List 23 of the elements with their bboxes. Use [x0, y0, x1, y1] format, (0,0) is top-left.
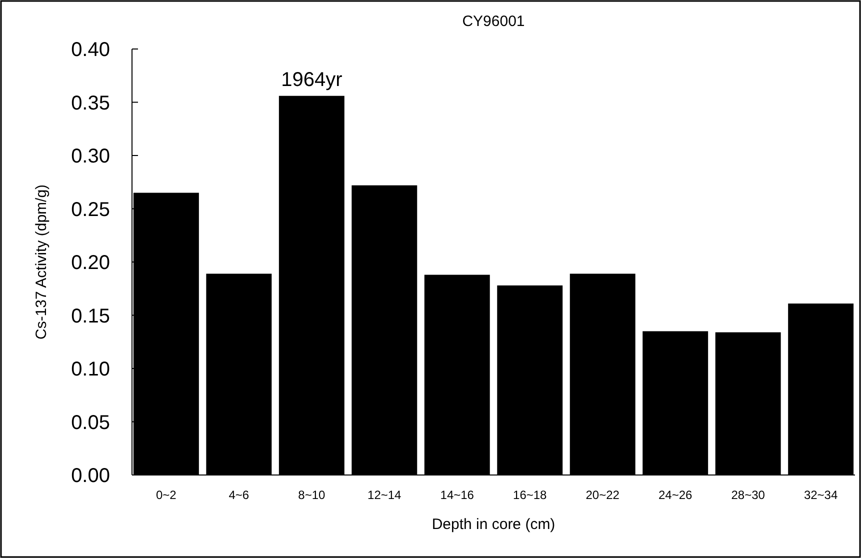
x-axis-title: Depth in core (cm)	[432, 516, 556, 533]
x-tick-label: 4~6	[228, 488, 250, 502]
x-tick-label: 32~34	[804, 488, 838, 502]
x-tick-label: 0~2	[156, 488, 177, 502]
chart-title: CY96001	[462, 13, 525, 30]
x-tick-label: 24~26	[658, 488, 693, 502]
y-tick-label: 0.40	[71, 39, 110, 61]
y-tick-label: 0.35	[71, 92, 110, 114]
x-tick-label: 8~10	[298, 488, 326, 502]
y-tick-label: 0.05	[71, 412, 110, 434]
y-tick-label: 0.15	[71, 305, 110, 328]
annotation: 1964yr	[281, 68, 343, 91]
y-tick-label: 0.20	[71, 252, 110, 274]
x-tick-label: 12~14	[368, 488, 402, 502]
y-tick-label: 0.00	[71, 465, 110, 487]
y-tick-label: 0.10	[71, 358, 110, 380]
x-tick-label: 16~18	[513, 488, 548, 502]
x-tick-label: 28~30	[731, 488, 766, 502]
x-tick-label: 20~22	[586, 488, 620, 502]
x-tick-label: 14~16	[440, 488, 474, 502]
y-tick-label: 0.25	[71, 198, 110, 221]
y-tick-label: 0.30	[71, 146, 110, 168]
y-axis-title: Cs-137 Activity (dpm/g)	[33, 184, 50, 340]
